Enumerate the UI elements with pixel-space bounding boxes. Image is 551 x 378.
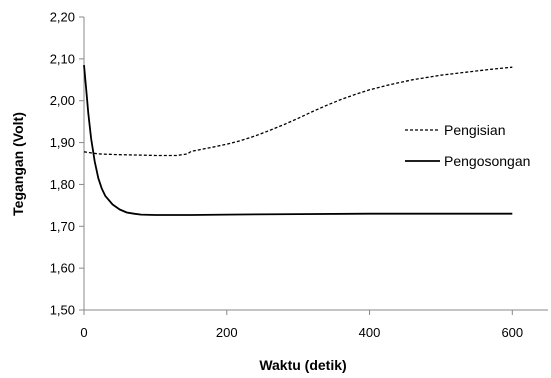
- x-tick-label: 0: [80, 325, 87, 340]
- x-tick-label: 600: [501, 325, 523, 340]
- y-tick-label: 2,20: [50, 10, 75, 25]
- x-tick-label: 200: [216, 325, 238, 340]
- legend: Pengisian Pengosongan: [405, 122, 530, 169]
- series-line-pengosongan: [83, 65, 513, 216]
- y-axis-title: Tegangan (Volt): [10, 112, 26, 216]
- legend-label-pengosongan: Pengosongan: [444, 153, 530, 169]
- axes: 1,50 1,60 1,70 1,80 1,90 2,00 2,10 2,20 0 200 400 6…: [50, 10, 548, 340]
- y-tick-label: 2,00: [50, 93, 75, 108]
- legend-label-pengisian: Pengisian: [444, 122, 506, 138]
- y-tick-label: 1,70: [50, 219, 75, 234]
- y-tick-label: 1,60: [50, 261, 75, 276]
- y-tick-label: 1,80: [50, 177, 75, 192]
- x-tick-label: 400: [359, 325, 381, 340]
- x-axis-title: Waktu (detik): [259, 357, 346, 373]
- series-line-pengisian: [83, 66, 513, 157]
- y-tick-label: 2,10: [50, 51, 75, 66]
- y-tick-label: 1,50: [50, 303, 75, 318]
- series-layer: [83, 65, 513, 216]
- y-tick-label: 1,90: [50, 135, 75, 150]
